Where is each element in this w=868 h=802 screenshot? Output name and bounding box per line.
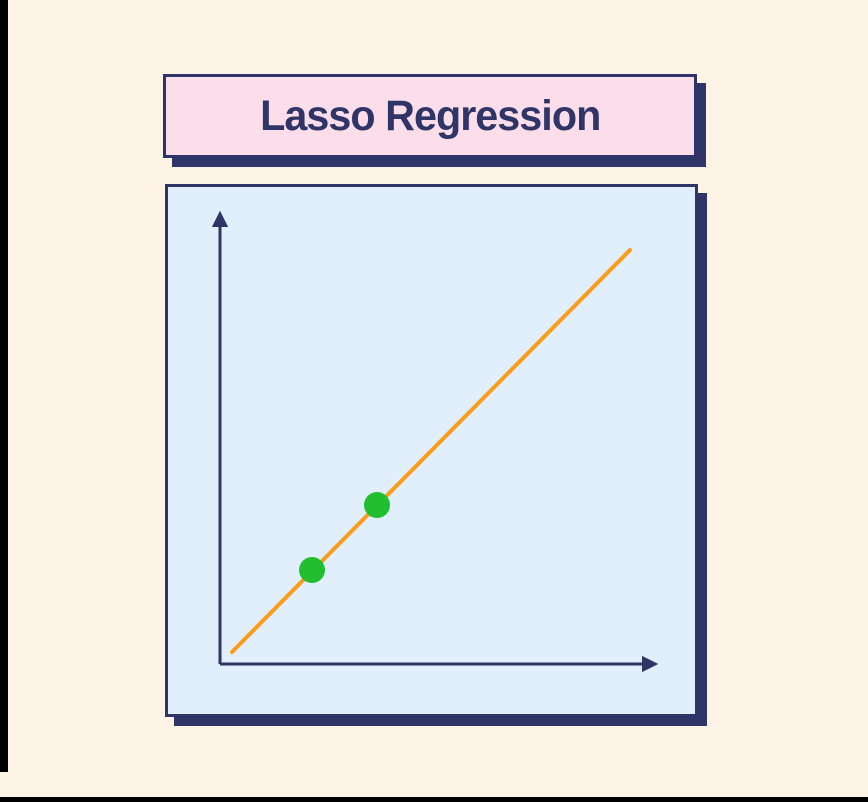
title-label: Lasso Regression [259,91,601,140]
plot-card [165,184,698,717]
data-point [364,492,390,518]
left-edge-strip [0,0,8,772]
bottom-edge-strip [0,797,868,802]
data-point [299,557,325,583]
title-card: Lasso Regression [163,74,697,158]
regression-line [230,248,632,654]
plot-svg [211,210,659,673]
